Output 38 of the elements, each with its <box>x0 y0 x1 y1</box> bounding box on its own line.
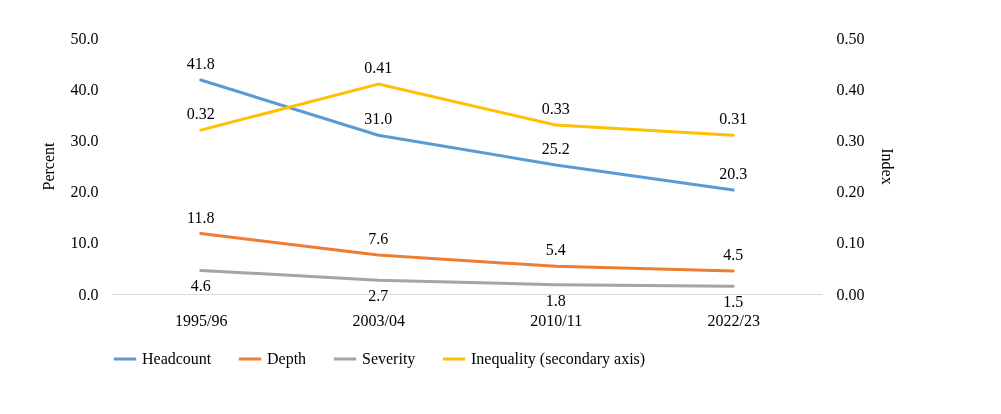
x-tick-label: 2010/11 <box>530 311 583 329</box>
data-label: 0.32 <box>186 105 215 123</box>
data-label: 4.6 <box>190 277 211 295</box>
data-label: 11.8 <box>187 208 215 226</box>
y-tick-label: 40.0 <box>70 80 99 98</box>
x-tick-label: 2022/23 <box>707 311 760 329</box>
y2-tick-label: 0.40 <box>836 80 865 98</box>
data-label: 41.8 <box>186 54 215 72</box>
legend-label: Depth <box>267 350 307 368</box>
y2-tick-label: 0.10 <box>836 234 865 252</box>
x-tick-label: 2003/04 <box>352 311 405 329</box>
y-tick-label: 30.0 <box>70 131 99 149</box>
y-tick-label: 0.0 <box>78 285 99 303</box>
data-label: 7.6 <box>368 230 389 248</box>
data-label: 2.7 <box>368 287 389 305</box>
data-label: 20.3 <box>719 165 748 183</box>
data-label: 31.0 <box>364 110 393 128</box>
data-label: 0.33 <box>541 100 570 118</box>
data-label: 1.5 <box>723 293 744 311</box>
y2-tick-label: 0.20 <box>836 183 865 201</box>
y-tick-label: 10.0 <box>70 234 99 252</box>
y-tick-label: 50.0 <box>70 29 99 47</box>
data-label: 25.2 <box>541 139 570 157</box>
y-tick-label: 20.0 <box>70 183 99 201</box>
legend-label: Headcount <box>142 350 212 367</box>
data-label: 0.41 <box>364 59 393 77</box>
data-label: 5.4 <box>545 241 566 259</box>
y2-axis-title: Index <box>878 148 896 185</box>
x-tick-label: 1995/96 <box>175 311 228 329</box>
y-axis-title: Percent <box>39 141 57 191</box>
y2-tick-label: 0.30 <box>836 131 865 149</box>
data-label: 4.5 <box>723 245 744 263</box>
legend-label: Severity <box>362 350 416 368</box>
y2-tick-label: 0.50 <box>836 29 865 47</box>
data-label: 0.31 <box>719 110 748 128</box>
y2-tick-label: 0.00 <box>836 285 865 303</box>
legend-label: Inequality (secondary axis) <box>471 350 646 368</box>
data-label: 1.8 <box>545 291 566 309</box>
